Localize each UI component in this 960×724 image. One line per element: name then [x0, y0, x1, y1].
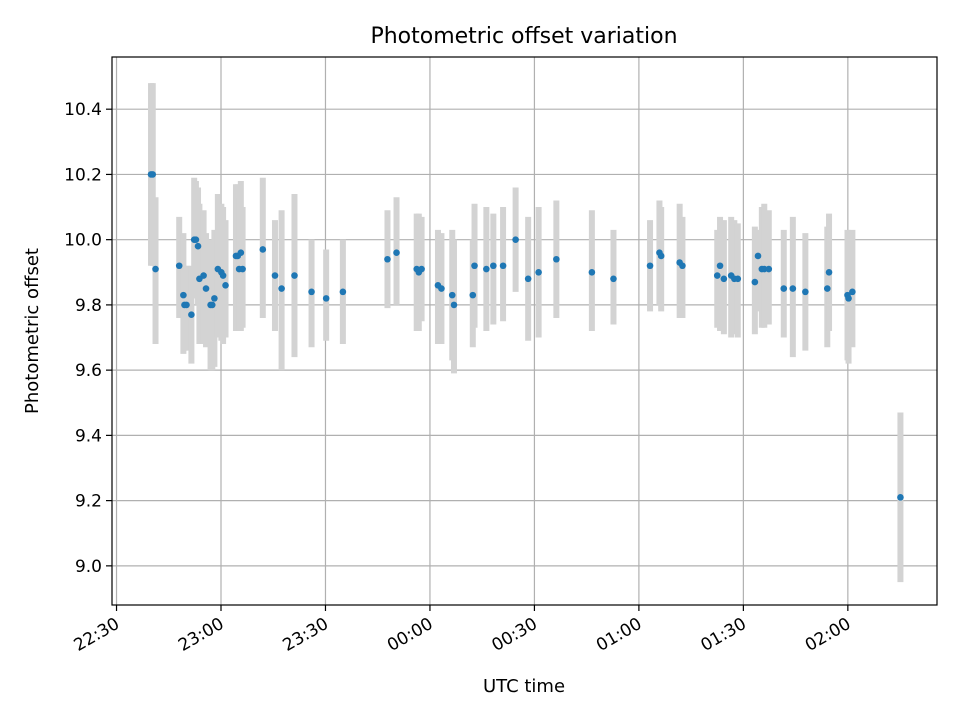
data-point [499, 262, 507, 270]
data-point [789, 285, 797, 292]
data-point [322, 295, 330, 302]
data-point [646, 262, 654, 270]
data-point [438, 285, 445, 292]
y-tick-label: 10.4 [64, 100, 102, 120]
y-axis: 9.0 9.2 9.4 9.6 9.8 10.0 10.2 10.4 [64, 100, 112, 577]
data-point [200, 272, 207, 279]
data-point [393, 249, 400, 257]
data-point [384, 255, 391, 263]
data-point [825, 268, 833, 276]
data-point [780, 285, 788, 292]
data-point [524, 275, 532, 283]
data-point [239, 265, 246, 273]
data-point [192, 236, 200, 243]
data-point [512, 236, 519, 243]
data-point [849, 288, 856, 296]
data-point [471, 262, 478, 270]
y-tick-label: 9.0 [75, 557, 102, 577]
data-point [490, 262, 497, 270]
data-point [149, 171, 157, 178]
data-point [450, 301, 458, 309]
data-point [237, 249, 245, 257]
y-tick-label: 9.4 [75, 426, 102, 446]
y-tick-label: 9.8 [75, 296, 102, 316]
y-tick-label: 10.2 [64, 165, 102, 185]
data-point [180, 291, 187, 299]
y-axis-label: Photometric offset [22, 248, 43, 414]
data-point [897, 494, 904, 501]
data-point [845, 295, 852, 302]
data-point [175, 262, 183, 270]
data-point [754, 252, 762, 260]
data-point [720, 275, 728, 283]
data-point [716, 262, 724, 270]
data-point [824, 285, 831, 292]
data-point [208, 301, 216, 309]
data-point [760, 265, 768, 273]
data-point [183, 301, 190, 309]
data-point [188, 311, 195, 318]
y-tick-label: 10.0 [64, 231, 102, 251]
data-point [202, 285, 210, 292]
plot-frame [111, 56, 938, 606]
data-point [271, 272, 279, 279]
data-point [211, 295, 218, 302]
data-point [765, 265, 773, 273]
data-point [610, 275, 617, 283]
data-points [147, 171, 904, 501]
data-point [483, 265, 490, 273]
data-point [535, 268, 542, 276]
data-point [469, 291, 477, 299]
data-point [222, 282, 229, 289]
y-tick-label: 9.6 [75, 361, 102, 381]
data-point [588, 268, 596, 276]
data-point [734, 275, 742, 283]
data-point [713, 272, 721, 279]
data-point [418, 265, 425, 273]
data-point [802, 288, 809, 296]
data-point [152, 265, 159, 273]
data-point [278, 285, 285, 292]
y-tick-label: 9.2 [75, 492, 102, 512]
chart-title: Photometric offset variation [370, 24, 677, 49]
data-point [553, 255, 560, 263]
data-point [448, 291, 456, 299]
grid [112, 57, 937, 605]
data-point [657, 252, 665, 260]
data-point [219, 272, 227, 279]
data-point [339, 288, 347, 296]
x-axis-label: UTC time [483, 676, 565, 697]
data-point [751, 278, 759, 286]
data-point [308, 288, 315, 296]
data-point [259, 246, 267, 253]
data-point [194, 242, 202, 250]
data-point [291, 272, 298, 279]
data-point [679, 262, 686, 270]
